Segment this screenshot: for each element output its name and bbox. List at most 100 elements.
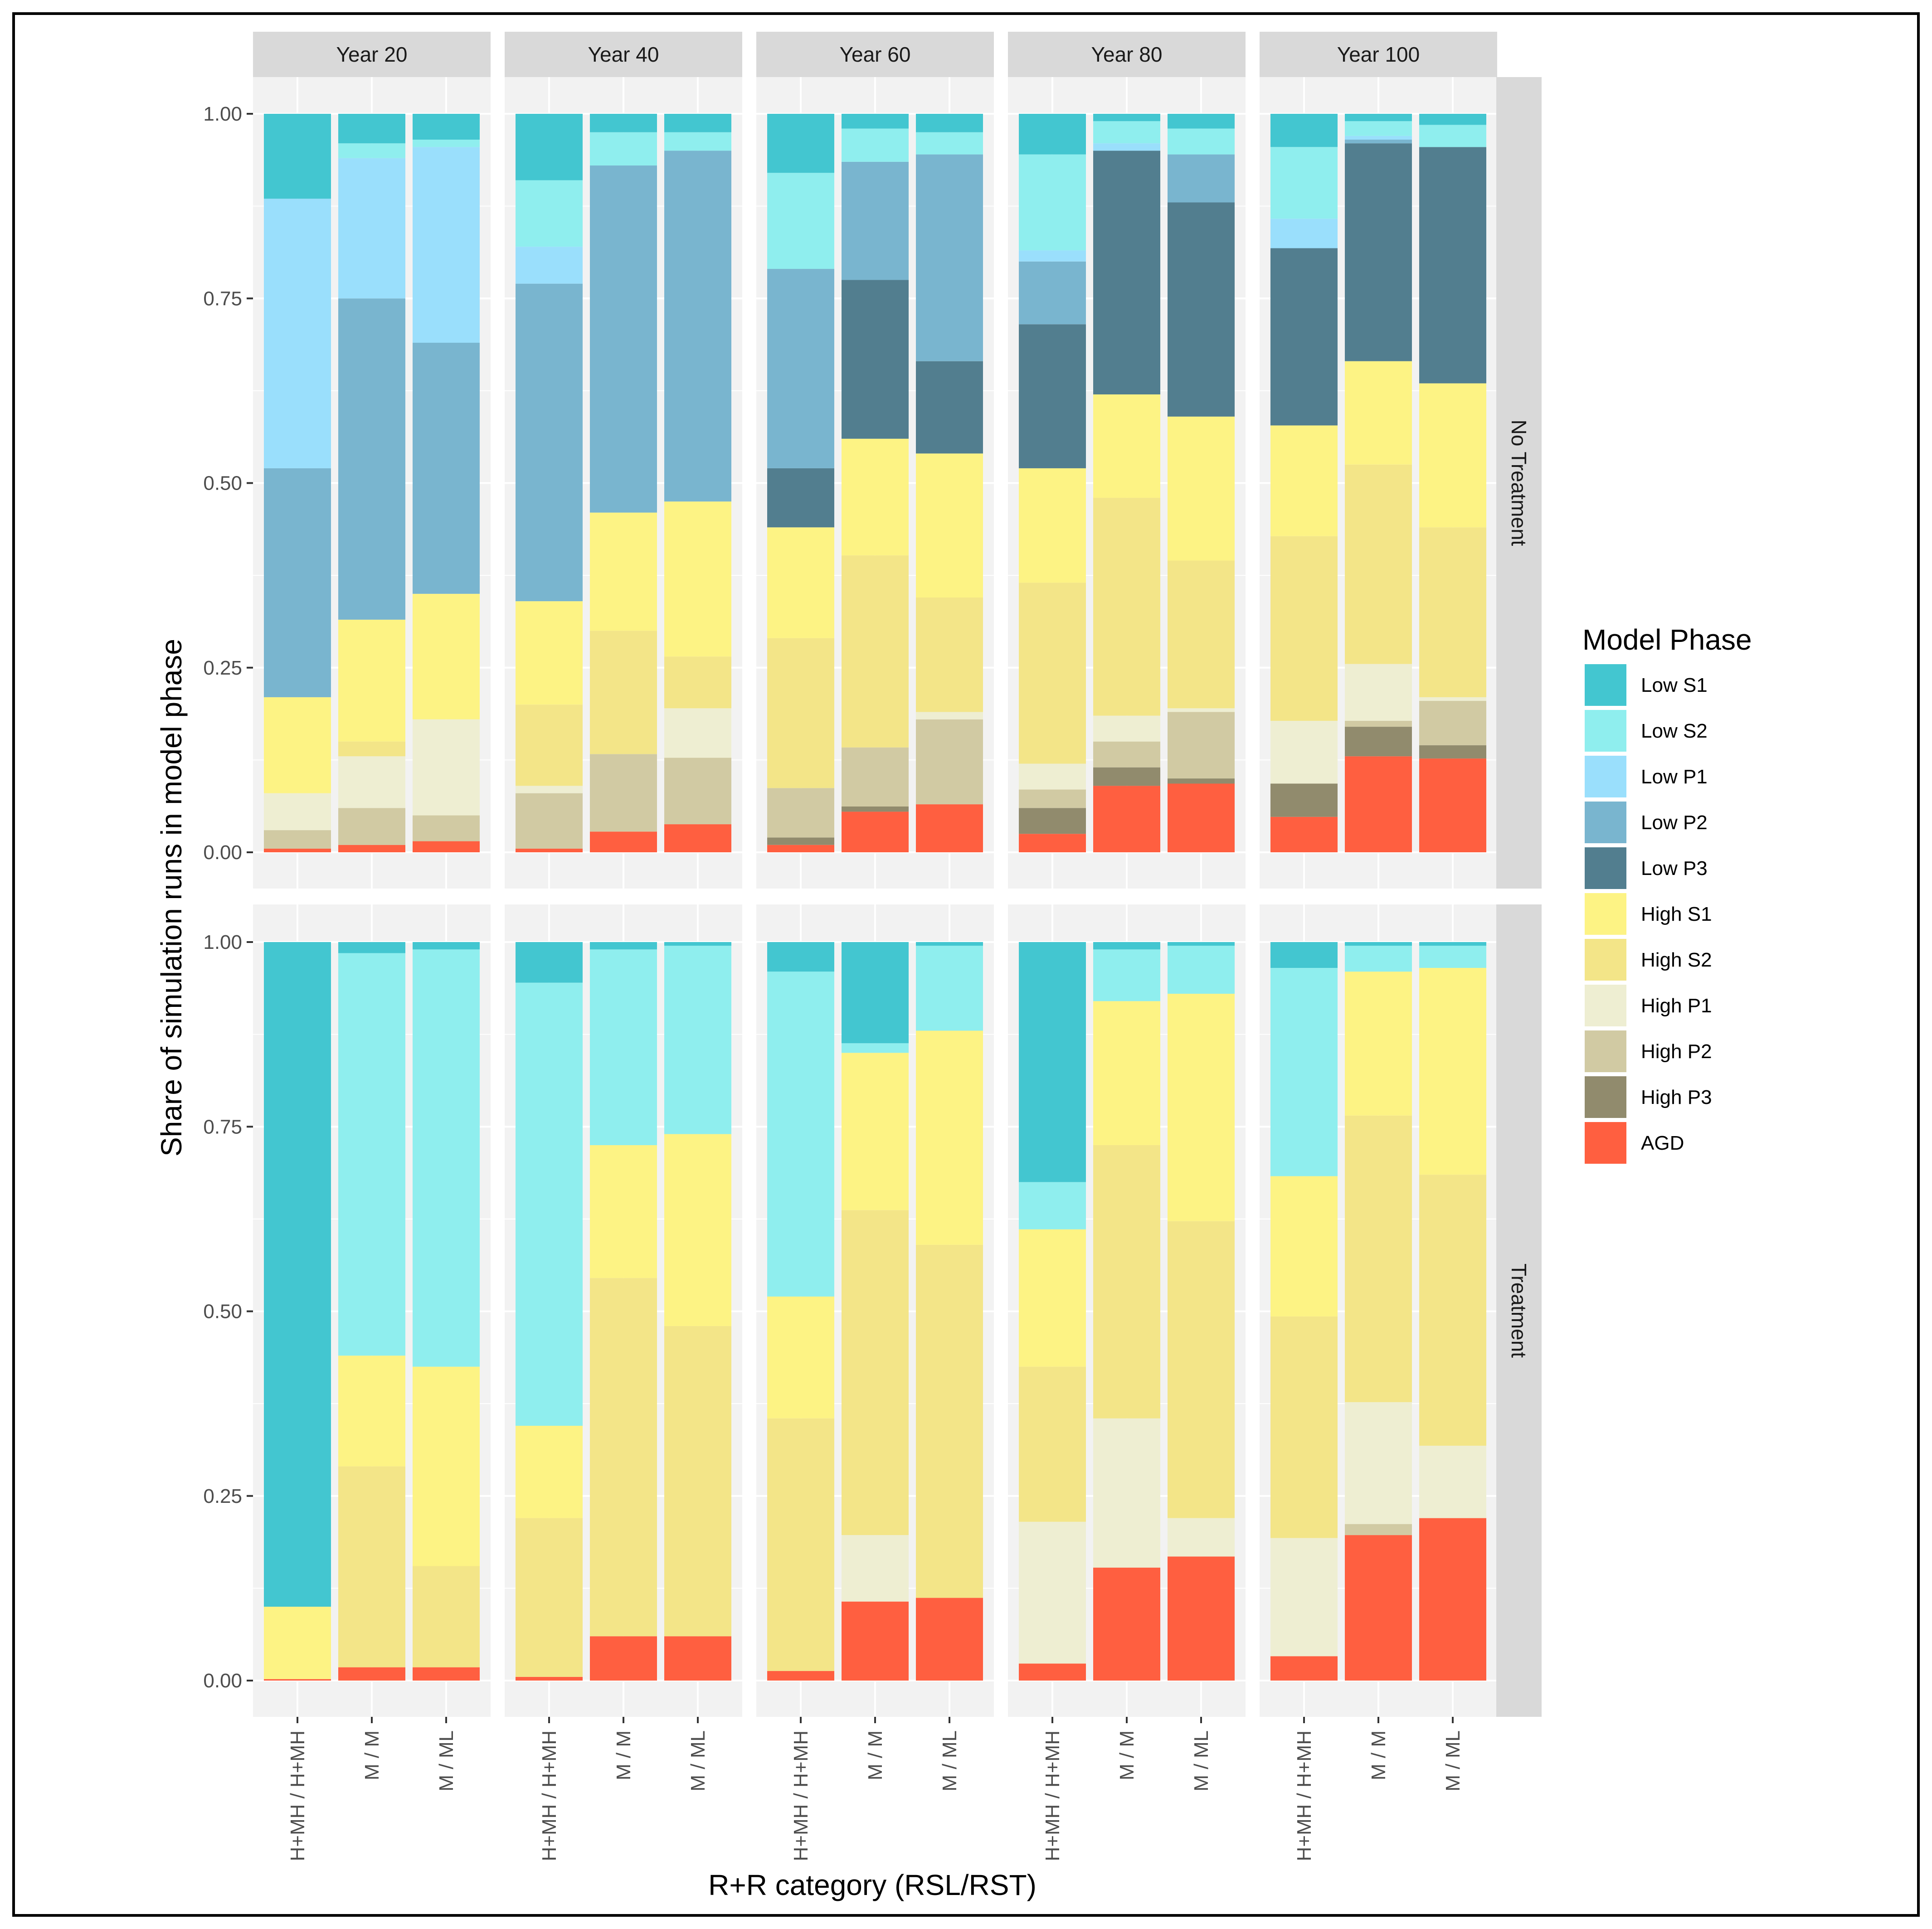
x-tick-label: M / ML (687, 1730, 709, 1791)
bar-segment-agd (264, 1679, 331, 1681)
bar-segment-low-s1 (264, 114, 331, 199)
bar-segment-low-p2 (664, 151, 731, 502)
bar-segment-high-p1 (1093, 715, 1160, 742)
facet-strip-year-100 (1260, 32, 1497, 77)
bar-segment-agd (590, 831, 657, 852)
bar-segment-high-p3 (1168, 778, 1235, 784)
bar-segment-low-s2 (1345, 121, 1412, 136)
x-axis-title: R+R category (RSL/RST) (708, 1869, 1037, 1901)
bar-segment-high-s2 (842, 555, 909, 748)
legend-key-low-p2 (1585, 802, 1626, 843)
bar-segment-high-p1 (1093, 1418, 1160, 1568)
facet-strip-year-20 (253, 32, 491, 77)
bar-segment-low-s1 (1093, 114, 1160, 121)
bar-segment-high-s1 (338, 1356, 405, 1467)
bar-segment-high-s1 (842, 438, 909, 556)
legend-key-high-s2 (1585, 939, 1626, 981)
bar-segment-low-s2 (664, 132, 731, 151)
legend-title: Model Phase (1582, 623, 1752, 656)
bar-segment-low-s1 (1093, 942, 1160, 950)
bar-segment-agd (1345, 1535, 1412, 1681)
bar-segment-high-s2 (338, 741, 405, 757)
bar-segment-agd (413, 1667, 480, 1681)
panel-no-treatment-year-60 (756, 77, 994, 889)
bar-segment-high-s2 (1345, 1115, 1412, 1402)
bar-segment-low-p2 (1019, 261, 1086, 325)
bar-segment-high-p1 (1345, 664, 1412, 721)
legend-key-low-s2 (1585, 710, 1626, 752)
bar-segment-high-p3 (767, 837, 834, 845)
bar-segment-low-p3 (1168, 202, 1235, 417)
bar-segment-high-s2 (1093, 1145, 1160, 1419)
y-tick-label: 1.00 (203, 103, 242, 125)
bar-segment-high-s2 (516, 1518, 583, 1677)
y-tick-label: 0.50 (203, 472, 242, 495)
x-tick-label: M / ML (1442, 1730, 1464, 1791)
bar-segment-high-s2 (916, 597, 983, 712)
y-tick-label: 0.25 (203, 657, 242, 679)
legend-key-low-p3 (1585, 847, 1626, 889)
bar-segment-low-s1 (916, 114, 983, 132)
bar-segment-high-p1 (1019, 763, 1086, 790)
bar-segment-low-p1 (413, 147, 480, 343)
bar-segment-high-s2 (1093, 498, 1160, 716)
bar-segment-agd (1168, 783, 1235, 852)
bar-segment-high-p2 (338, 808, 405, 845)
bar-segment-low-p2 (413, 342, 480, 594)
bar-segment-high-p3 (1419, 745, 1486, 759)
bar-segment-high-s1 (916, 453, 983, 598)
bar-segment-low-s2 (916, 946, 983, 1031)
bar-segment-high-s1 (590, 512, 657, 631)
x-tick-label: M / M (361, 1730, 383, 1780)
bar-segment-low-s2 (516, 180, 583, 247)
x-tick-label: M / M (864, 1730, 886, 1780)
x-tick-label: H+MH / H+MH (538, 1730, 560, 1861)
bar-segment-high-s2 (664, 656, 731, 709)
bar-segment-low-s2 (1419, 125, 1486, 147)
bar-segment-low-s1 (590, 942, 657, 950)
bar-segment-high-s1 (516, 601, 583, 705)
bar-segment-low-s2 (1419, 946, 1486, 968)
bar-segment-low-p1 (1093, 143, 1160, 151)
bar-segment-low-s1 (664, 942, 731, 946)
facet-label-year-100: Year 100 (1337, 43, 1420, 66)
facet-label-year-20: Year 20 (336, 43, 408, 66)
bar-segment-agd (1019, 1663, 1086, 1681)
facet-strip-year-60 (756, 32, 994, 77)
bar-segment-agd (338, 845, 405, 852)
bar-segment-high-p2 (1168, 712, 1235, 779)
legend-key-low-s1 (1585, 664, 1626, 706)
bar-segment-agd (916, 1598, 983, 1681)
bar-segment-high-s2 (664, 1326, 731, 1637)
bar-segment-high-p3 (1345, 727, 1412, 757)
bar-segment-low-p2 (590, 165, 657, 513)
bar-segment-high-p1 (664, 708, 731, 758)
bar-segment-high-s2 (767, 1418, 834, 1671)
bar-segment-high-p1 (1419, 1445, 1486, 1518)
bar-segment-high-s1 (767, 1296, 834, 1419)
bar-segment-low-s1 (590, 114, 657, 132)
bar-segment-low-s2 (413, 949, 480, 1367)
bar-segment-low-s2 (1270, 968, 1338, 1176)
y-tick-label: 0.75 (203, 1116, 242, 1138)
bar-segment-low-s2 (1168, 128, 1235, 155)
y-tick-label: 0.00 (203, 841, 242, 864)
bar-segment-low-s2 (1093, 121, 1160, 144)
bar-segment-low-s1 (1345, 114, 1412, 121)
bar-segment-low-p1 (1019, 250, 1086, 262)
facet-label-year-80: Year 80 (1091, 43, 1163, 66)
bar-segment-low-s2 (338, 143, 405, 158)
bar-segment-low-p3 (767, 468, 834, 528)
bar-segment-high-p2 (264, 830, 331, 849)
bar-segment-high-p2 (1093, 741, 1160, 768)
bar-segment-high-p2 (767, 788, 834, 838)
bar-segment-high-s2 (338, 1466, 405, 1667)
bar-segment-low-p2 (767, 269, 834, 468)
bar-segment-high-s2 (1168, 1221, 1235, 1518)
bar-segment-high-s2 (916, 1244, 983, 1598)
x-tick-label: M / M (1116, 1730, 1138, 1780)
bar-segment-low-s1 (338, 942, 405, 953)
bar-segment-low-p2 (1345, 140, 1412, 144)
bar-segment-low-p3 (1093, 151, 1160, 395)
bar-segment-agd (842, 1601, 909, 1681)
